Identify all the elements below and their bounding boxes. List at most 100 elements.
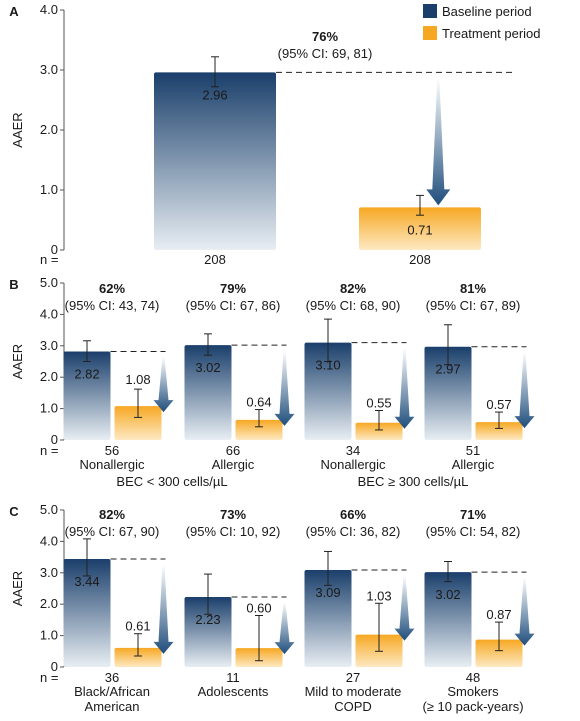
reduction-ci: (95% CI: 10, 92)	[186, 524, 281, 539]
subgroup-label: Adolescents	[198, 684, 269, 699]
reduction-percent: 71%	[460, 507, 486, 522]
n-value: 27	[346, 670, 360, 685]
treatment-value-label: 0.61	[125, 619, 150, 634]
treatment-bar	[475, 639, 523, 667]
legend-baseline-label: Baseline period	[442, 4, 532, 19]
y-tick-label: 4.0	[40, 2, 58, 17]
reduction-ci: (95% CI: 68, 90)	[306, 298, 401, 313]
treatment-value-label: 1.03	[366, 588, 391, 603]
y-axis-label: AAER	[10, 571, 25, 606]
reduction-percent: 79%	[220, 281, 246, 296]
reduction-arrow	[153, 563, 174, 654]
reduction-ci: (95% CI: 43, 74)	[65, 298, 160, 313]
reduction-percent: 76%	[312, 29, 338, 44]
reduction-arrow	[514, 577, 535, 646]
treatment-value-label: 1.08	[125, 372, 150, 387]
panel-label: A	[9, 4, 19, 19]
n-value: 56	[105, 443, 119, 458]
y-tick-label: 1.0	[40, 628, 58, 643]
panel-label: C	[9, 504, 19, 519]
baseline-value-label: 2.23	[195, 612, 220, 627]
legend-treatment-label: Treatment period	[442, 26, 541, 41]
treatment-value-label: 0.64	[246, 395, 271, 410]
treatment-bar	[235, 419, 283, 440]
n-label: n =	[40, 443, 58, 458]
n-value: 11	[226, 670, 240, 685]
baseline-bar	[63, 558, 111, 667]
reduction-arrow	[274, 601, 295, 655]
panel-b: B AAER 0 1.0 2.0 3.0 4.0 5.0 n = 2.82 1.08 62% (95% …	[9, 275, 535, 489]
treatment-value-label: 0.57	[486, 397, 511, 412]
n-value: 34	[346, 443, 360, 458]
subgroup-label: Smokers	[447, 684, 499, 699]
reduction-ci: (95% CI: 54, 82)	[426, 524, 521, 539]
n-label: n =	[40, 252, 58, 267]
panel-a: A AAER 0 1.0 2.0 3.0 4.0 n = 2.96 0.71 76% (95% CI:…	[9, 2, 516, 267]
reduction-ci: (95% CI: 67, 86)	[186, 298, 281, 313]
y-tick-label: 5.0	[40, 502, 58, 517]
panels: A AAER 0 1.0 2.0 3.0 4.0 n = 2.96 0.71 76% (95% CI:…	[9, 2, 535, 714]
y-tick-label: 4.0	[40, 533, 58, 548]
baseline-bar	[304, 569, 352, 667]
reduction-ci: (95% CI: 36, 82)	[306, 524, 401, 539]
legend: Baseline period Treatment period	[423, 4, 541, 41]
reduction-arrow	[426, 77, 451, 206]
subgroup-label: Mild to moderate	[305, 684, 402, 699]
baseline-bar	[424, 572, 472, 667]
y-tick-label: 3.0	[40, 565, 58, 580]
baseline-value-label: 2.96	[202, 87, 227, 102]
baseline-value-label: 2.97	[435, 362, 460, 377]
y-tick-label: 3.0	[40, 338, 58, 353]
y-tick-label: 2.0	[40, 596, 58, 611]
n-value: 66	[226, 443, 240, 458]
subgroup-label: Allergic	[452, 457, 495, 472]
baseline-bar	[63, 351, 111, 440]
baseline-value-label: 3.09	[315, 585, 340, 600]
reduction-arrow	[274, 350, 295, 426]
subgroup-label: (≥ 10 pack-years)	[422, 699, 523, 714]
subgroup-label: COPD	[334, 699, 372, 714]
panel-c: C AAER 0 1.0 2.0 3.0 4.0 5.0 n = 3.44 0.61 82% (95% …	[9, 502, 535, 714]
treatment-value-label: 0.87	[486, 607, 511, 622]
treatment-value-label: 0.71	[407, 222, 432, 237]
treatment-bar	[114, 406, 162, 440]
y-axis-label: AAER	[10, 344, 25, 379]
reduction-percent: 82%	[99, 507, 125, 522]
treatment-bar	[114, 647, 162, 667]
reduction-ci: (95% CI: 69, 81)	[278, 46, 373, 61]
baseline-value-label: 3.10	[315, 358, 340, 373]
baseline-bar	[184, 345, 232, 440]
y-tick-label: 0	[51, 432, 58, 447]
reduction-arrow	[514, 351, 535, 429]
y-tick-label: 0	[51, 659, 58, 674]
reduction-percent: 81%	[460, 281, 486, 296]
reduction-arrow	[153, 356, 174, 413]
y-tick-label: 5.0	[40, 275, 58, 290]
subgroup-label: American	[85, 699, 140, 714]
baseline-bar	[304, 342, 352, 440]
baseline-bar	[184, 596, 232, 667]
legend-treatment-swatch	[423, 26, 437, 40]
subgroup-label: Nonallergic	[320, 457, 386, 472]
reduction-ci: (95% CI: 67, 89)	[426, 298, 521, 313]
legend-baseline-swatch	[423, 4, 437, 18]
baseline-value-label: 3.44	[74, 574, 99, 589]
panel-label: B	[9, 277, 18, 292]
y-tick-label: 1.0	[40, 401, 58, 416]
y-tick-label: 2.0	[40, 122, 58, 137]
baseline-value-label: 2.82	[74, 366, 99, 381]
treatment-bar	[475, 422, 523, 440]
group-1: 3.44 0.61 82% (95% CI: 67, 90) 36Black/Afric…	[63, 507, 174, 714]
baseline-bar	[154, 72, 276, 251]
y-tick-label: 4.0	[40, 306, 58, 321]
y-tick-label: 0	[51, 242, 58, 257]
baseline-value-label: 3.02	[195, 360, 220, 375]
reduction-arrow	[394, 574, 415, 641]
